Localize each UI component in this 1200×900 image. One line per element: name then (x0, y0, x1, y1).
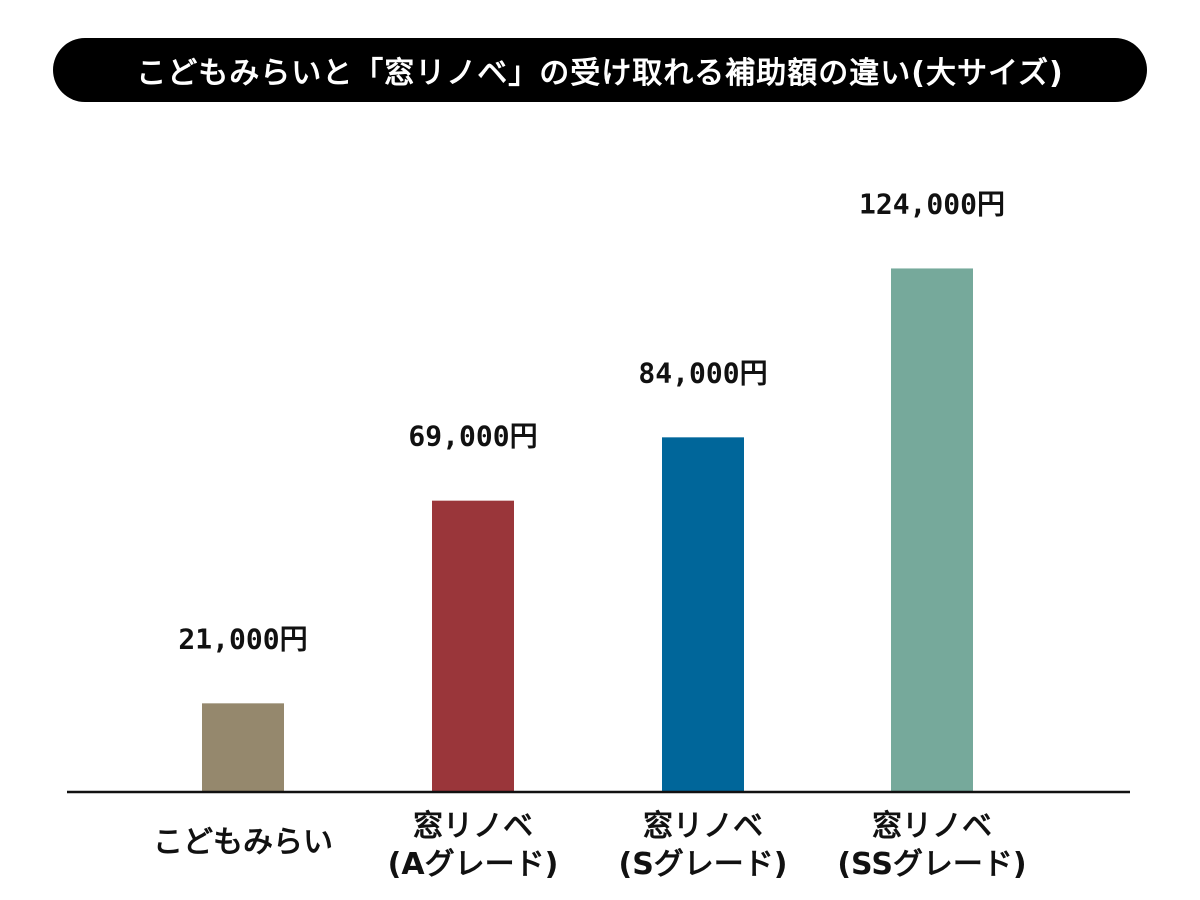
bar-1 (432, 500, 514, 792)
value-label-2: 84,000円 (638, 356, 767, 389)
value-label-1: 69,000円 (408, 420, 537, 453)
category-label-3-1: (SSグレード) (837, 847, 1026, 882)
category-label-1-1: (Aグレード) (388, 847, 559, 882)
category-label-0-0: こどもみらい (153, 825, 333, 860)
chart-title-banner: こどもみらいと「窓リノベ」の受け取れる補助額の違い(大サイズ) (53, 38, 1147, 102)
category-label-3-0: 窓リノベ (872, 809, 992, 844)
category-labels-group: こどもみらい 窓リノベ(Aグレード)窓リノベ(Sグレード)窓リノベ(SSグレード) (153, 809, 1027, 882)
category-label-1-0: 窓リノベ (413, 809, 533, 844)
bar-2 (662, 437, 744, 792)
value-label-0: 21,000円 (178, 622, 307, 655)
category-label-2-1: (Sグレード) (618, 847, 787, 882)
bars-group (202, 268, 973, 792)
value-label-3: 124,000円 (859, 187, 1005, 220)
value-labels-group: 21,000円 69,000円 84,000円 124,000円 (178, 187, 1005, 655)
category-label-2-0: 窓リノベ (643, 809, 763, 844)
bar-3 (891, 268, 973, 792)
bar-0 (202, 703, 284, 792)
chart-title: こどもみらいと「窓リノベ」の受け取れる補助額の違い(大サイズ) (136, 56, 1064, 91)
